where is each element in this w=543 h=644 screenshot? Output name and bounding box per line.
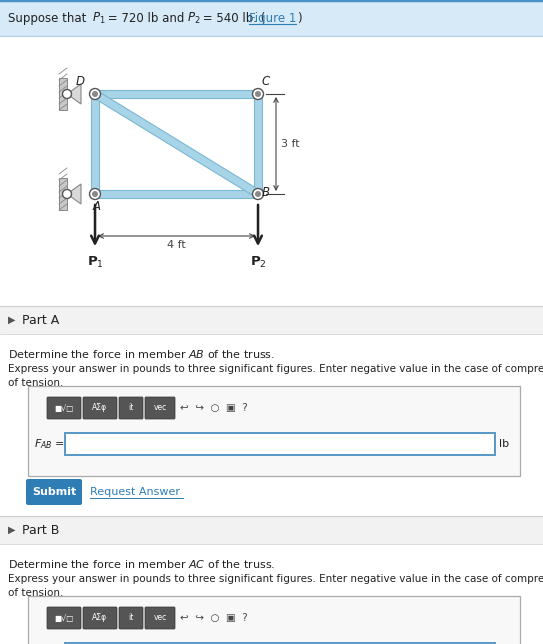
Circle shape [90, 88, 100, 100]
Text: =: = [55, 439, 65, 449]
Circle shape [252, 88, 263, 100]
FancyBboxPatch shape [119, 607, 143, 629]
Bar [0, 306, 543, 334]
Text: Express your answer in pounds to three significant figures. Enter negative value: Express your answer in pounds to three s… [8, 364, 543, 374]
Bar [59, 78, 67, 110]
Circle shape [62, 189, 72, 198]
FancyBboxPatch shape [28, 596, 520, 644]
Text: of tension.: of tension. [8, 378, 64, 388]
Text: 3 ft: 3 ft [281, 139, 300, 149]
FancyBboxPatch shape [26, 479, 82, 505]
FancyBboxPatch shape [65, 643, 495, 644]
Circle shape [252, 189, 263, 200]
Text: D: D [76, 75, 85, 88]
Bar [0, 516, 543, 544]
Text: AΣφ: AΣφ [92, 614, 108, 623]
FancyBboxPatch shape [47, 397, 81, 419]
Text: B: B [262, 185, 270, 198]
Text: C: C [262, 75, 270, 88]
Bar [0, 0, 543, 36]
Text: Determine the force in member $AB$ of the truss.: Determine the force in member $AB$ of th… [8, 348, 275, 360]
FancyBboxPatch shape [28, 386, 520, 476]
Circle shape [255, 191, 261, 197]
FancyBboxPatch shape [145, 397, 175, 419]
Polygon shape [95, 90, 258, 98]
Text: of tension.: of tension. [8, 588, 64, 598]
Text: it: it [128, 404, 134, 413]
Text: $F_{AB}$: $F_{AB}$ [34, 437, 53, 451]
Text: ↩  ↪  ○  ▣  ?: ↩ ↪ ○ ▣ ? [180, 403, 248, 413]
FancyBboxPatch shape [47, 607, 81, 629]
Text: Figure 1: Figure 1 [249, 12, 296, 24]
Polygon shape [67, 184, 81, 204]
Text: = 720 lb and: = 720 lb and [104, 12, 188, 24]
Text: it: it [128, 614, 134, 623]
Circle shape [92, 91, 98, 97]
Circle shape [62, 90, 72, 99]
Text: Suppose that: Suppose that [8, 12, 90, 24]
Text: ): ) [297, 12, 301, 24]
Text: Part B: Part B [22, 524, 59, 536]
Text: Determine the force in member $AC$ of the truss.: Determine the force in member $AC$ of th… [8, 558, 275, 570]
Polygon shape [95, 190, 258, 198]
Text: 4 ft: 4 ft [167, 240, 186, 250]
FancyBboxPatch shape [65, 433, 495, 455]
FancyBboxPatch shape [83, 397, 117, 419]
FancyBboxPatch shape [145, 607, 175, 629]
Text: lb: lb [499, 439, 509, 449]
Text: ■√□: ■√□ [54, 614, 74, 623]
Text: $\mathbf{P}_{2}$: $\mathbf{P}_{2}$ [250, 255, 267, 270]
Text: ■√□: ■√□ [54, 404, 74, 413]
Text: vec: vec [153, 404, 167, 413]
Text: Request Answer: Request Answer [90, 487, 180, 497]
FancyBboxPatch shape [119, 397, 143, 419]
Text: A: A [93, 200, 101, 213]
Text: Submit: Submit [32, 487, 76, 497]
Polygon shape [93, 91, 260, 198]
Text: ▶: ▶ [8, 525, 16, 535]
Text: ▶: ▶ [8, 315, 16, 325]
Text: $P_2$: $P_2$ [187, 10, 200, 26]
Polygon shape [67, 84, 81, 104]
Text: AΣφ: AΣφ [92, 404, 108, 413]
Text: vec: vec [153, 614, 167, 623]
Circle shape [255, 91, 261, 97]
Text: ↩  ↪  ○  ▣  ?: ↩ ↪ ○ ▣ ? [180, 613, 248, 623]
Text: Express your answer in pounds to three significant figures. Enter negative value: Express your answer in pounds to three s… [8, 574, 543, 584]
Circle shape [90, 189, 100, 200]
Text: Part A: Part A [22, 314, 59, 327]
Polygon shape [91, 94, 99, 194]
Bar [59, 178, 67, 210]
Text: $P_1$: $P_1$ [92, 10, 105, 26]
FancyBboxPatch shape [83, 607, 117, 629]
Circle shape [92, 191, 98, 197]
Polygon shape [254, 94, 262, 194]
Text: = 540 lb. (: = 540 lb. ( [199, 12, 266, 24]
Text: $\mathbf{P}_{1}$: $\mathbf{P}_{1}$ [86, 255, 103, 270]
